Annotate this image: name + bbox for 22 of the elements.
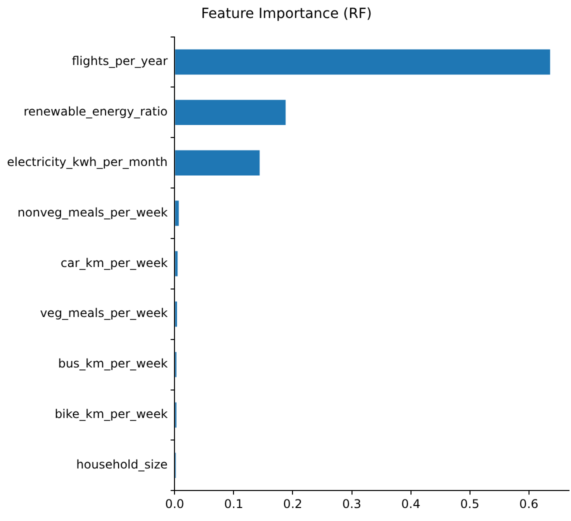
x-tick-label: 0.0 <box>165 496 184 511</box>
y-tick-label: household_size <box>76 458 168 472</box>
x-tick-label: 0.1 <box>224 496 244 511</box>
bar <box>175 100 286 126</box>
y-tick-label: bike_km_per_week <box>54 407 168 422</box>
x-tick-label: 0.4 <box>401 496 420 511</box>
y-tick-label: bus_km_per_week <box>58 356 168 371</box>
bar <box>175 200 179 226</box>
x-tick-label: 0.2 <box>283 496 302 511</box>
y-tick-label: renewable_energy_ratio <box>24 104 168 119</box>
bar <box>175 251 178 276</box>
y-tick-label: electricity_kwh_per_month <box>6 154 168 169</box>
y-tick-label: veg_meals_per_week <box>40 306 168 320</box>
bar <box>175 49 550 75</box>
chart-title: Feature Importance (RF) <box>201 6 372 22</box>
y-tick-label: car_km_per_week <box>60 256 168 270</box>
y-tick-label: nonveg_meals_per_week <box>18 205 168 220</box>
y-tick-label: flights_per_year <box>72 54 168 68</box>
x-tick-label: 0.5 <box>460 496 480 511</box>
bar <box>175 150 260 176</box>
x-tick-label: 0.3 <box>342 496 362 511</box>
x-tick-label: 0.6 <box>519 496 538 511</box>
